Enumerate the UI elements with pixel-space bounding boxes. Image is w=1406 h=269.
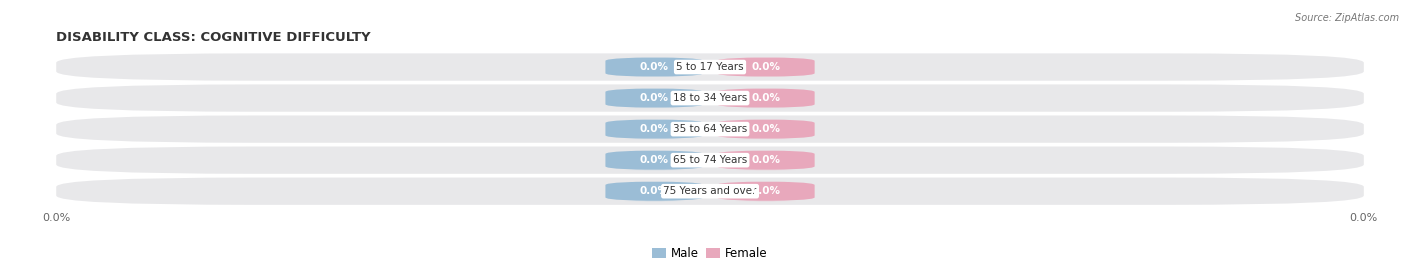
FancyBboxPatch shape [56, 178, 1364, 205]
Legend: Male, Female: Male, Female [652, 247, 768, 260]
Text: 5 to 17 Years: 5 to 17 Years [676, 62, 744, 72]
Text: 0.0%: 0.0% [751, 155, 780, 165]
Text: 0.0%: 0.0% [640, 186, 669, 196]
Text: 0.0%: 0.0% [640, 93, 669, 103]
FancyBboxPatch shape [606, 181, 703, 201]
FancyBboxPatch shape [717, 119, 814, 139]
Text: 0.0%: 0.0% [640, 155, 669, 165]
Text: 65 to 74 Years: 65 to 74 Years [673, 155, 747, 165]
FancyBboxPatch shape [606, 150, 703, 170]
Text: 75 Years and over: 75 Years and over [664, 186, 756, 196]
FancyBboxPatch shape [56, 115, 1364, 143]
FancyBboxPatch shape [717, 57, 814, 77]
FancyBboxPatch shape [717, 150, 814, 170]
FancyBboxPatch shape [606, 57, 703, 77]
Text: Source: ZipAtlas.com: Source: ZipAtlas.com [1295, 13, 1399, 23]
FancyBboxPatch shape [717, 88, 814, 108]
FancyBboxPatch shape [606, 88, 703, 108]
Text: 18 to 34 Years: 18 to 34 Years [673, 93, 747, 103]
Text: DISABILITY CLASS: COGNITIVE DIFFICULTY: DISABILITY CLASS: COGNITIVE DIFFICULTY [56, 31, 371, 44]
FancyBboxPatch shape [56, 147, 1364, 174]
Text: 0.0%: 0.0% [640, 62, 669, 72]
FancyBboxPatch shape [56, 53, 1364, 81]
Text: 0.0%: 0.0% [640, 124, 669, 134]
Text: 0.0%: 0.0% [751, 62, 780, 72]
Text: 35 to 64 Years: 35 to 64 Years [673, 124, 747, 134]
FancyBboxPatch shape [56, 84, 1364, 112]
Text: 0.0%: 0.0% [751, 186, 780, 196]
Text: 0.0%: 0.0% [751, 93, 780, 103]
FancyBboxPatch shape [717, 181, 814, 201]
FancyBboxPatch shape [606, 119, 703, 139]
Text: 0.0%: 0.0% [751, 124, 780, 134]
